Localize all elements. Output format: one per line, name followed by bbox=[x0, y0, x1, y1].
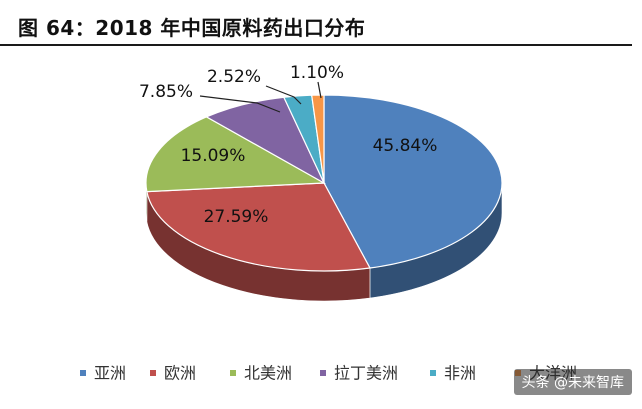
data-label-亚洲: 45.84% bbox=[373, 136, 438, 156]
legend-swatch-欧洲 bbox=[150, 370, 156, 376]
data-label-拉丁美洲: 7.85% bbox=[139, 82, 193, 102]
pie-slice-大洋洲 bbox=[311, 94, 325, 184]
legend-label-北美洲: 北美洲 bbox=[244, 364, 292, 383]
leader-line-非洲 bbox=[265, 85, 302, 105]
legend-swatch-北美洲 bbox=[230, 370, 236, 376]
legend-swatch-拉丁美洲 bbox=[320, 370, 326, 376]
figure-title: 图 64：2018 年中国原料药出口分布 bbox=[18, 16, 366, 40]
pie-slice-亚洲 bbox=[323, 94, 503, 269]
data-label-欧洲: 27.59% bbox=[204, 207, 269, 227]
legend-label-亚洲: 亚洲 bbox=[94, 364, 126, 383]
legend-swatch-非洲 bbox=[430, 370, 436, 376]
data-label-大洋洲: 1.10% bbox=[290, 63, 344, 83]
data-label-北美洲: 15.09% bbox=[181, 146, 246, 166]
watermark: 头条 @未来智库 bbox=[513, 369, 632, 395]
leader-line-大洋洲 bbox=[317, 81, 322, 99]
pie-slice-北美洲 bbox=[145, 116, 327, 193]
title-divider bbox=[0, 44, 632, 46]
legend-label-拉丁美洲: 拉丁美洲 bbox=[334, 364, 398, 383]
legend-label-欧洲: 欧洲 bbox=[164, 364, 196, 383]
leader-line-拉丁美洲 bbox=[199, 95, 281, 113]
data-label-非洲: 2.52% bbox=[207, 67, 261, 87]
pie-slice-欧洲 bbox=[146, 182, 371, 272]
legend-label-非洲: 非洲 bbox=[444, 364, 476, 383]
legend-swatch-亚洲 bbox=[80, 370, 86, 376]
